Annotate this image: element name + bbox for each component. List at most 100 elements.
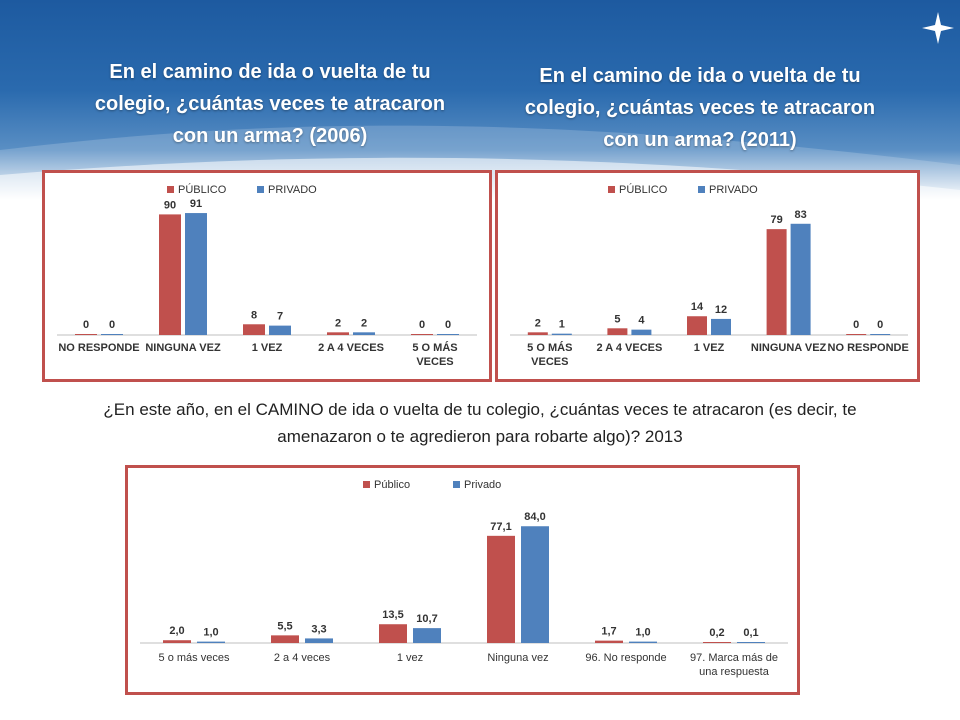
- data-label-publico-4: 0: [419, 319, 425, 331]
- data-label-publico-0: 2,0: [169, 625, 184, 637]
- category-label-0: 5 o más veces: [159, 652, 230, 664]
- category-label-1: 2 a 4 veces: [274, 652, 331, 664]
- data-label-privado-4: 1,0: [635, 627, 650, 639]
- bar-privado-3: [521, 526, 549, 643]
- data-label-publico-5: 0,2: [709, 627, 724, 639]
- legend-swatch-0: [363, 481, 370, 488]
- legend-label-1: PRIVADO: [709, 184, 758, 196]
- category-label-3: Ninguna vez: [487, 652, 548, 664]
- bar-publico-0: [163, 640, 191, 643]
- legend-label-0: PÚBLICO: [178, 183, 227, 196]
- category-label-5: 97. Marca más de una respuesta: [690, 652, 778, 678]
- data-label-privado-1: 4: [638, 315, 645, 327]
- bar-privado-5: [737, 642, 765, 643]
- data-label-privado-3: 2: [361, 317, 367, 329]
- bar-privado-1: [305, 638, 333, 643]
- bar-publico-3: [487, 535, 515, 643]
- bar-privado-4: [437, 334, 459, 335]
- bar-publico-2: [243, 324, 265, 335]
- category-label-2: 1 VEZ: [252, 342, 283, 354]
- data-label-privado-1: 91: [190, 198, 202, 210]
- legend-swatch-1: [698, 186, 705, 193]
- legend-label-0: PÚBLICO: [619, 183, 668, 196]
- category-label-4: 96. No responde: [585, 652, 666, 664]
- data-label-privado-3: 84,0: [524, 511, 545, 523]
- data-label-publico-1: 90: [164, 199, 176, 211]
- bar-privado-0: [551, 333, 572, 335]
- category-label-4: NO RESPONDE: [828, 342, 909, 354]
- question-2013: ¿En este año, en el CAMINO de ida o vuel…: [103, 400, 857, 446]
- legend: PÚBLICO PRIVADO: [608, 183, 758, 196]
- bar-publico-5: [703, 642, 731, 643]
- bar-publico-3: [766, 229, 787, 335]
- category-label-4: 5 O MÁS VECES: [412, 341, 457, 368]
- data-label-publico-2: 14: [691, 301, 704, 313]
- category-label-3: 2 A 4 VECES: [318, 342, 384, 354]
- data-label-privado-4: 0: [445, 319, 451, 331]
- legend-swatch-1: [257, 186, 264, 193]
- data-label-privado-0: 0: [109, 319, 115, 331]
- category-label-2: 1 VEZ: [694, 342, 725, 354]
- data-label-privado-1: 3,3: [311, 623, 326, 635]
- data-label-publico-3: 2: [335, 317, 341, 329]
- chart-panel-2011: PÚBLICO PRIVADO 2 1 5 O MÁS VECES 5 4 2 A 4 VECE…: [495, 170, 920, 382]
- legend-label-0: Público: [374, 479, 410, 491]
- chart-title-2006: En el camino de ida o vuelta de tu coleg…: [94, 61, 446, 147]
- bar-privado-4: [870, 334, 891, 335]
- data-label-publico-3: 77,1: [490, 521, 511, 533]
- data-label-publico-1: 5: [614, 313, 620, 325]
- chart-panel-2013: Público Privado 2,0 1,0 5 o más veces 5,5 3,3 2…: [125, 465, 800, 695]
- category-label-0: 5 O MÁS VECES: [527, 341, 572, 368]
- legend-label-1: Privado: [464, 479, 501, 491]
- data-label-publico-4: 1,7: [601, 626, 616, 638]
- data-label-privado-2: 7: [277, 311, 283, 323]
- data-label-privado-2: 12: [715, 304, 727, 316]
- data-label-publico-3: 79: [770, 214, 782, 226]
- bar-privado-2: [711, 318, 731, 335]
- bar-publico-4: [846, 334, 867, 335]
- legend: Público Privado: [363, 479, 501, 491]
- data-label-publico-2: 13,5: [382, 609, 403, 621]
- legend-swatch-0: [608, 186, 615, 193]
- star-icon: [922, 12, 954, 44]
- legend-swatch-0: [167, 186, 174, 193]
- data-label-privado-0: 1: [559, 319, 565, 331]
- bar-publico-2: [379, 624, 407, 643]
- category-label-2: 1 vez: [397, 652, 423, 664]
- bar-publico-3: [327, 332, 349, 335]
- category-label-1: NINGUNA VEZ: [145, 342, 221, 354]
- category-label-3: NINGUNA VEZ: [751, 342, 827, 354]
- bar-privado-0: [101, 334, 123, 335]
- bar-privado-3: [353, 332, 375, 335]
- bar-privado-2: [413, 628, 441, 643]
- bar-privado-1: [631, 329, 652, 335]
- bar-publico-4: [595, 640, 623, 643]
- data-label-publico-1: 5,5: [277, 620, 292, 632]
- bar-publico-0: [75, 334, 97, 335]
- bar-chart-2011: PÚBLICO PRIVADO 2 1 5 O MÁS VECES 5 4 2 A 4 VECE…: [510, 183, 909, 368]
- data-label-publico-4: 0: [853, 319, 859, 331]
- bar-publico-2: [687, 316, 707, 335]
- category-label-0: NO RESPONDE: [58, 342, 139, 354]
- legend-label-1: PRIVADO: [268, 184, 317, 196]
- legend-swatch-1: [453, 481, 460, 488]
- chart-title-2011: En el camino de ida o vuelta de tu coleg…: [524, 65, 876, 151]
- data-label-privado-0: 1,0: [203, 627, 218, 639]
- bar-publico-1: [159, 214, 181, 335]
- category-label-1: 2 A 4 VECES: [596, 342, 662, 354]
- chart-panel-2006: PÚBLICO PRIVADO 0 0 NO RESPONDE 90 91 NINGUNA V…: [42, 170, 492, 382]
- bar-privado-0: [197, 641, 225, 643]
- data-label-privado-2: 10,7: [416, 613, 437, 625]
- bar-publico-1: [271, 635, 299, 643]
- data-label-privado-4: 0: [877, 319, 883, 331]
- data-label-publico-0: 0: [83, 319, 89, 331]
- data-label-publico-2: 8: [251, 309, 257, 321]
- data-label-privado-5: 0,1: [743, 627, 758, 639]
- legend: PÚBLICO PRIVADO: [167, 183, 317, 196]
- bar-publico-0: [527, 332, 548, 335]
- bar-chart-2013: Público Privado 2,0 1,0 5 o más veces 5,5 3,3 2…: [140, 479, 788, 678]
- data-label-publico-0: 2: [535, 317, 541, 329]
- bar-privado-4: [629, 641, 657, 643]
- bar-publico-4: [411, 334, 433, 335]
- data-label-privado-3: 83: [794, 209, 806, 221]
